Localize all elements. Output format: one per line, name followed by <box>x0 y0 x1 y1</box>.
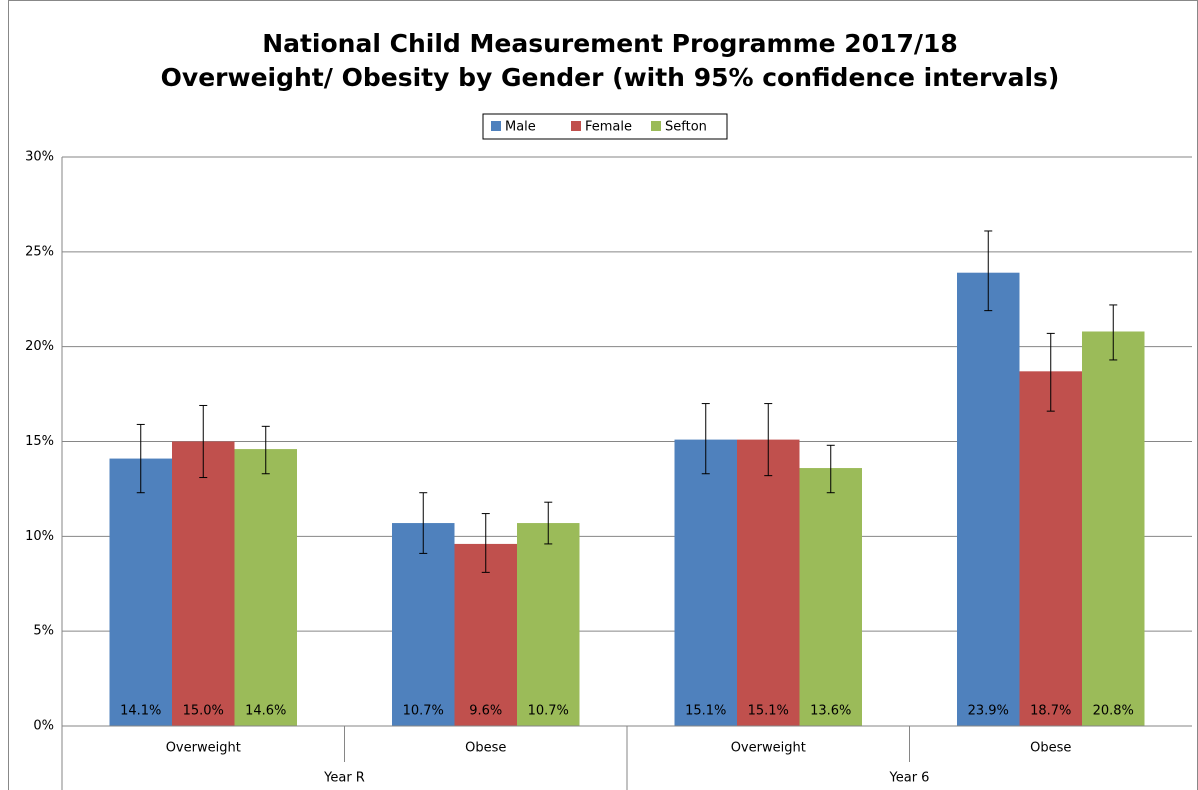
error-bar <box>1109 304 1118 361</box>
bar <box>1082 331 1145 726</box>
bar <box>957 272 1020 726</box>
x-tick-label: Obese <box>1030 741 1071 756</box>
bar <box>737 439 800 726</box>
bar <box>454 543 517 726</box>
value-label: 13.6% <box>810 704 851 719</box>
chart-subtitle: Overweight/ Obesity by Gender (with 95% … <box>161 63 1060 92</box>
bar <box>1019 371 1082 726</box>
value-label: 18.7% <box>1030 704 1071 719</box>
bar <box>517 523 580 726</box>
error-bar <box>199 404 208 479</box>
bar <box>172 441 235 726</box>
error-bar <box>419 492 428 554</box>
value-label: 9.6% <box>469 704 502 719</box>
value-label: 10.7% <box>403 704 444 719</box>
legend-label: Male <box>505 120 536 135</box>
legend-label: Sefton <box>665 120 707 135</box>
chart-title: National Child Measurement Programme 201… <box>262 29 958 58</box>
error-bar <box>261 425 270 475</box>
bar <box>109 458 172 726</box>
y-tick-label: 10% <box>25 529 54 544</box>
y-tick-label: 20% <box>25 339 54 354</box>
y-tick-label: 0% <box>33 719 54 734</box>
value-label: 10.7% <box>528 704 569 719</box>
group-label: Year R <box>323 771 365 786</box>
legend-swatch <box>651 121 661 131</box>
y-tick-label: 30% <box>25 150 54 165</box>
error-bar <box>1046 332 1055 412</box>
value-label: 15.1% <box>748 704 789 719</box>
error-bar <box>701 403 710 475</box>
value-label: 15.0% <box>183 704 224 719</box>
legend-label: Female <box>585 120 632 135</box>
error-bar <box>544 501 553 545</box>
error-bar <box>764 403 773 477</box>
y-tick-label: 25% <box>25 244 54 259</box>
bar <box>392 523 455 726</box>
x-tick-label: Overweight <box>166 741 241 756</box>
y-tick-label: 15% <box>25 434 54 449</box>
error-bar <box>136 423 145 494</box>
legend-swatch <box>571 121 581 131</box>
error-bar <box>984 230 993 312</box>
group-label: Year 6 <box>889 771 930 786</box>
bar <box>674 439 737 726</box>
bar <box>234 449 297 726</box>
value-label: 23.9% <box>968 704 1009 719</box>
value-label: 14.6% <box>245 704 286 719</box>
value-label: 14.1% <box>120 704 161 719</box>
y-tick-label: 5% <box>33 624 54 639</box>
value-label: 15.1% <box>685 704 726 719</box>
value-label: 20.8% <box>1093 704 1134 719</box>
bar <box>799 468 862 726</box>
x-tick-label: Overweight <box>731 741 806 756</box>
legend-swatch <box>491 121 501 131</box>
legend-box <box>482 113 728 140</box>
x-tick-label: Obese <box>465 741 506 756</box>
error-bar <box>826 444 835 494</box>
error-bar <box>481 513 490 573</box>
